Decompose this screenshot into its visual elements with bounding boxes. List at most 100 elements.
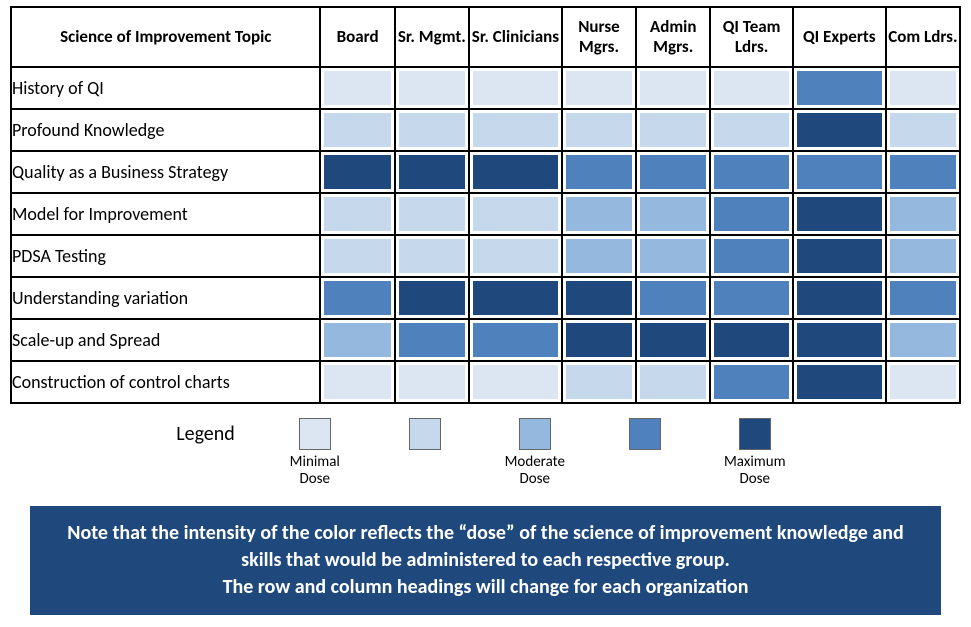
row-label: Scale-up and Spread [11, 319, 320, 361]
heatmap-cell [562, 109, 636, 151]
row-label: Understanding variation [11, 277, 320, 319]
topic-header: Science of Improvement Topic [11, 7, 320, 67]
table-row: PDSA Testing [11, 235, 960, 277]
heatmap-cell [469, 319, 562, 361]
legend-item: Maximum Dose [715, 418, 795, 488]
heatmap-cell [395, 193, 469, 235]
heatmap-cell [469, 193, 562, 235]
heatmap-cell [469, 235, 562, 277]
note-box: Note that the intensity of the color ref… [30, 506, 941, 615]
heatmap-cell [793, 67, 886, 109]
heatmap-cell [562, 361, 636, 403]
heatmap-cell [395, 109, 469, 151]
heatmap-cell [320, 319, 394, 361]
col-header: QI Experts [793, 7, 886, 67]
table-row: Construction of control charts [11, 361, 960, 403]
legend-item [385, 418, 465, 488]
heatmap-cell [710, 361, 793, 403]
heatmap-cell [395, 319, 469, 361]
heatmap-cell [793, 193, 886, 235]
heatmap-cell [886, 151, 960, 193]
heatmap-cell [636, 109, 710, 151]
legend-item-label: Minimal Dose [275, 454, 355, 488]
row-label: Model for Improvement [11, 193, 320, 235]
table-row: Understanding variation [11, 277, 960, 319]
heatmap-cell [636, 151, 710, 193]
heatmap-cell [886, 235, 960, 277]
heatmap-cell [710, 109, 793, 151]
heatmap-cell [469, 151, 562, 193]
heatmap-cell [562, 67, 636, 109]
col-header: Com Ldrs. [886, 7, 960, 67]
legend-swatch [409, 418, 441, 450]
heatmap-cell [710, 277, 793, 319]
col-header: QI Team Ldrs. [710, 7, 793, 67]
dose-heatmap-table: Science of Improvement Topic BoardSr. Mg… [10, 6, 961, 404]
heatmap-cell [886, 67, 960, 109]
heatmap-cell [793, 151, 886, 193]
heatmap-cell [562, 151, 636, 193]
heatmap-cell [320, 151, 394, 193]
heatmap-cell [710, 235, 793, 277]
heatmap-cell [886, 361, 960, 403]
heatmap-cell [395, 277, 469, 319]
legend-label: Legend [176, 418, 235, 446]
heatmap-cell [562, 235, 636, 277]
heatmap-cell [469, 361, 562, 403]
heatmap-cell [636, 235, 710, 277]
heatmap-cell [562, 277, 636, 319]
table-row: History of QI [11, 67, 960, 109]
heatmap-cell [395, 67, 469, 109]
heatmap-cell [710, 193, 793, 235]
heatmap-cell [320, 109, 394, 151]
heatmap-cell [793, 277, 886, 319]
heatmap-cell [395, 151, 469, 193]
heatmap-cell [395, 235, 469, 277]
col-header: Sr. Mgmt. [395, 7, 469, 67]
legend-item: Minimal Dose [275, 418, 355, 488]
heatmap-cell [469, 67, 562, 109]
heatmap-cell [320, 235, 394, 277]
note-line: The row and column headings will change … [223, 575, 749, 599]
legend-item-label: Maximum Dose [715, 454, 795, 488]
heatmap-cell [636, 277, 710, 319]
heatmap-cell [636, 193, 710, 235]
row-label: History of QI [11, 67, 320, 109]
heatmap-cell [710, 67, 793, 109]
heatmap-cell [320, 277, 394, 319]
heatmap-cell [636, 361, 710, 403]
legend-swatch [629, 418, 661, 450]
table-row: Scale-up and Spread [11, 319, 960, 361]
table-row: Model for Improvement [11, 193, 960, 235]
row-label: Quality as a Business Strategy [11, 151, 320, 193]
col-header: Admin Mgrs. [636, 7, 710, 67]
legend-item: Moderate Dose [495, 418, 575, 488]
legend: Legend Minimal Dose Moderate Dose Maximum … [10, 418, 961, 488]
heatmap-cell [793, 109, 886, 151]
heatmap-cell [320, 193, 394, 235]
heatmap-cell [562, 319, 636, 361]
col-header: Board [320, 7, 394, 67]
heatmap-cell [320, 361, 394, 403]
heatmap-cell [636, 67, 710, 109]
heatmap-cell [886, 193, 960, 235]
legend-swatch [299, 418, 331, 450]
heatmap-cell [793, 319, 886, 361]
row-label: Profound Knowledge [11, 109, 320, 151]
legend-swatch [739, 418, 771, 450]
heatmap-cell [469, 277, 562, 319]
heatmap-cell [710, 319, 793, 361]
heatmap-cell [710, 151, 793, 193]
row-label: PDSA Testing [11, 235, 320, 277]
note-line: Note that the intensity of the color ref… [67, 521, 903, 572]
heatmap-cell [320, 67, 394, 109]
heatmap-cell [395, 361, 469, 403]
col-header: Sr. Clinicians [469, 7, 562, 67]
table-row: Profound Knowledge [11, 109, 960, 151]
table-row: Quality as a Business Strategy [11, 151, 960, 193]
heatmap-cell [562, 193, 636, 235]
heatmap-cell [886, 277, 960, 319]
col-header: Nurse Mgrs. [562, 7, 636, 67]
heatmap-cell [469, 109, 562, 151]
legend-swatch [519, 418, 551, 450]
